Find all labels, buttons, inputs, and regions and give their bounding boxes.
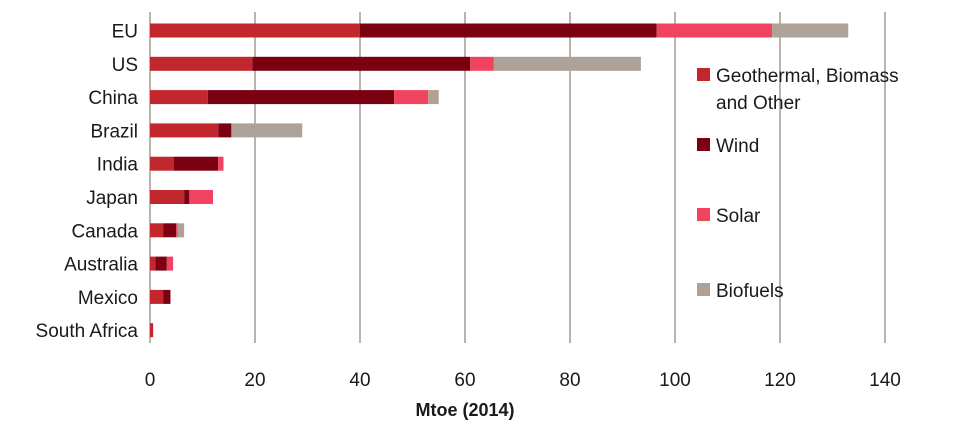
x-tick-label: 60 (454, 370, 475, 391)
bar-segment (155, 256, 167, 271)
bar-segment (177, 223, 185, 238)
bar-segment (150, 289, 164, 304)
category-label: Brazil (90, 121, 138, 142)
category-label: Japan (86, 188, 138, 209)
x-tick-label: 140 (869, 370, 901, 391)
category-label: Canada (71, 221, 138, 242)
bar-segment (252, 56, 471, 71)
bar-segment (150, 23, 360, 38)
bar-segment (394, 90, 429, 105)
category-labels: EU US China Brazil India Japan Canada Australia… (36, 22, 139, 343)
bar-segment (163, 223, 177, 238)
bar-segment (207, 90, 395, 105)
bar-segment (150, 156, 174, 171)
bar-segment (176, 223, 178, 238)
bar-segment (231, 123, 303, 138)
bar-segment (150, 223, 164, 238)
category-label: South Africa (36, 321, 139, 342)
legend-swatch (697, 208, 710, 221)
bar-segment (150, 190, 185, 204)
category-label: Mexico (78, 288, 138, 309)
x-axis-title: Mtoe (2014) (415, 400, 514, 420)
x-tick-label: 20 (244, 370, 265, 391)
bar-segment (163, 289, 171, 304)
bar-segment (189, 190, 213, 204)
x-tick-label: 0 (145, 370, 156, 391)
x-tick-label: 100 (659, 370, 691, 391)
x-tick-label: 40 (349, 370, 370, 391)
bar-segment (150, 123, 219, 138)
bar-segment (150, 323, 154, 338)
bar-segment (428, 90, 439, 105)
bar-segment (772, 23, 849, 38)
bar-segment (656, 23, 773, 38)
category-label: Australia (64, 255, 138, 276)
legend-label: Biofuels (716, 281, 784, 302)
x-tick-label: 120 (764, 370, 796, 391)
category-label: China (88, 88, 138, 109)
category-label: EU (112, 22, 138, 43)
legend-swatch (697, 138, 710, 151)
bar-segment (173, 156, 219, 171)
legend: Geothermal, Biomass and Other Wind Solar Bio… (697, 66, 899, 302)
bar-segment (150, 56, 253, 71)
bar-segment (218, 123, 232, 138)
bar-segment (470, 56, 494, 71)
category-label: US (112, 55, 138, 76)
legend-swatch (697, 68, 710, 81)
bar-segment (150, 90, 208, 105)
bar-area (150, 23, 849, 338)
legend-swatch (697, 283, 710, 296)
bar-segment (184, 190, 190, 204)
bar-segment (218, 156, 224, 171)
legend-label: Solar (716, 206, 761, 227)
bar-segment (360, 23, 657, 38)
bar-segment (150, 256, 156, 271)
x-tick-labels: 0 20 40 60 80 100 120 140 (145, 370, 901, 391)
x-tick-label: 80 (559, 370, 580, 391)
bar-segment (493, 56, 641, 71)
category-label: India (97, 155, 139, 176)
legend-label: Geothermal, Biomass and Other (716, 66, 899, 114)
legend-label: Wind (716, 136, 759, 157)
bar-segment (166, 256, 174, 271)
